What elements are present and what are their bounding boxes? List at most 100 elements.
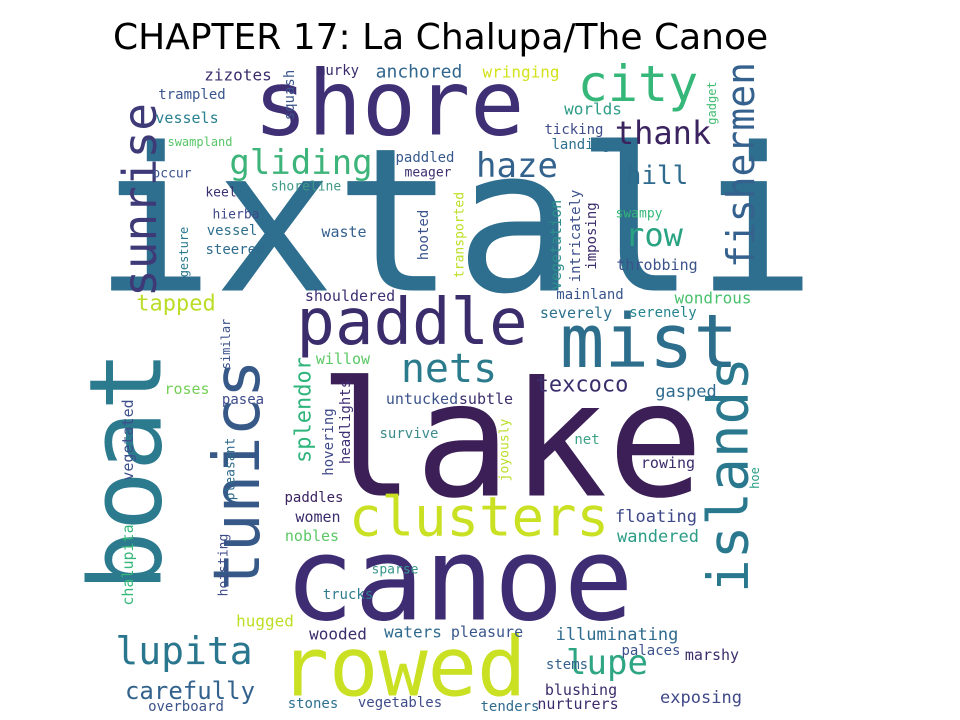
word-anchored: anchored [376, 62, 463, 83]
word-sunrise: sunrise [113, 103, 167, 297]
word-occur: occur [152, 167, 191, 182]
word-headlights: headlights [338, 380, 354, 464]
word-carefully: carefully [125, 677, 255, 705]
word-serenely: serenely [629, 305, 696, 321]
word-islands: islands [697, 357, 762, 593]
word-pleasure: pleasure [451, 623, 523, 641]
word-fishermen: fishermen [719, 62, 763, 268]
word-lupe: lupe [566, 643, 648, 683]
word-swampy: swampy [616, 207, 663, 222]
word-splendor: splendor [292, 357, 317, 463]
word-shoreline: shoreline [271, 180, 342, 195]
word-exposing: exposing [660, 688, 742, 708]
word-hoe: hoe [748, 467, 762, 489]
word-lake: lake [318, 347, 703, 534]
word-rowed: rowed [280, 621, 527, 716]
word-lupita: lupita [115, 629, 252, 673]
word-women: women [295, 508, 340, 526]
word-transported: transported [453, 192, 468, 278]
word-blushing: blushing [545, 681, 617, 699]
word-pleasant: pleasant [224, 438, 239, 501]
word-haze: haze [476, 146, 558, 186]
word-wandered: wandered [617, 527, 699, 547]
word-hugged: hugged [236, 612, 294, 631]
word-swampland: swampland [167, 135, 232, 149]
word-city: city [578, 55, 698, 113]
word-throbbing: throbbing [616, 256, 697, 274]
word-joyously: joyously [498, 419, 513, 482]
word-nets: nets [401, 346, 497, 392]
word-shore: shore [254, 52, 525, 157]
word-mainland: mainland [556, 287, 623, 303]
word-gliding: gliding [229, 143, 372, 183]
word-waters: waters [384, 623, 442, 642]
word-similar: similar [219, 319, 233, 370]
word-ticking: ticking [544, 122, 603, 138]
word-paddles: paddles [284, 490, 343, 506]
word-wringing: wringing [482, 63, 559, 82]
word-untucked: untucked [386, 390, 458, 408]
word-waste: waste [321, 223, 366, 241]
word-net: net [574, 432, 599, 448]
word-vegetation: vegetation [547, 200, 565, 290]
word-texcoco: texcoco [536, 373, 629, 398]
word-canoe: canoe [284, 513, 633, 648]
word-palaces: palaces [621, 643, 680, 659]
word-rowing: rowing [641, 454, 695, 472]
word-keel: keel [205, 186, 236, 201]
word-intricately: intricately [568, 190, 584, 283]
word-tenders: tenders [480, 699, 539, 715]
word-survive: survive [379, 426, 438, 442]
word-hoisting: hoisting [217, 534, 232, 597]
word-imposing: imposing [584, 202, 600, 269]
word-overboard: overboard [148, 699, 224, 715]
word-nobles: nobles [285, 527, 339, 545]
word-gadget: gadget [705, 81, 719, 124]
word-squash: squash [282, 70, 298, 121]
word-paddled: paddled [395, 150, 454, 166]
word-hill: hill [626, 161, 689, 191]
word-hierba: hierba [213, 208, 260, 223]
word-chalupita: chalupita [119, 524, 137, 605]
word-illuminating: illuminating [556, 625, 679, 645]
word-floating: floating [615, 507, 697, 527]
word-row: row [625, 216, 684, 254]
word-vessels: vessels [155, 109, 218, 127]
word-marshy: marshy [685, 646, 739, 664]
word-mist: mist [560, 299, 738, 385]
word-steered: steered [205, 242, 264, 258]
word-wondrous: wondrous [674, 289, 751, 308]
word-hovering: hovering [321, 408, 337, 475]
word-pasea: pasea [222, 392, 264, 408]
word-vegetated: vegetated [119, 399, 137, 480]
word-nurturers: nurturers [537, 695, 618, 713]
word-hooted: hooted [416, 210, 432, 261]
word-severely: severely [540, 304, 612, 322]
word-ixtali: ixtali [94, 106, 816, 339]
word-vessel: vessel [207, 223, 258, 239]
word-paddle: paddle [296, 286, 527, 360]
word-wooded: wooded [309, 625, 367, 644]
word-clusters: clusters [349, 486, 609, 549]
word-trampled: trampled [158, 87, 225, 103]
word-stems: stems [546, 657, 588, 673]
word-boat: boat [68, 351, 185, 592]
word-willow: willow [316, 350, 371, 368]
word-meager: meager [405, 166, 452, 181]
word-shouldered: shouldered [305, 287, 395, 305]
word-sparse: sparse [372, 563, 419, 578]
word-roses: roses [164, 380, 209, 398]
word-zizotes: zizotes [204, 66, 271, 85]
word-stones: stones [288, 696, 339, 712]
word-subtle: subtle [459, 390, 513, 408]
word-murky: murky [317, 63, 359, 79]
word-tunics: tunics [201, 359, 275, 590]
word-landing: landing [551, 137, 610, 153]
word-gasped: gasped [655, 382, 716, 402]
word-worlds: worlds [564, 100, 622, 119]
word-trucks: trucks [323, 587, 374, 603]
word-gesture: gesture [177, 227, 191, 278]
chart-title: CHAPTER 17: La Chalupa/The Canoe [113, 17, 769, 58]
word-thank: thank [615, 114, 711, 152]
